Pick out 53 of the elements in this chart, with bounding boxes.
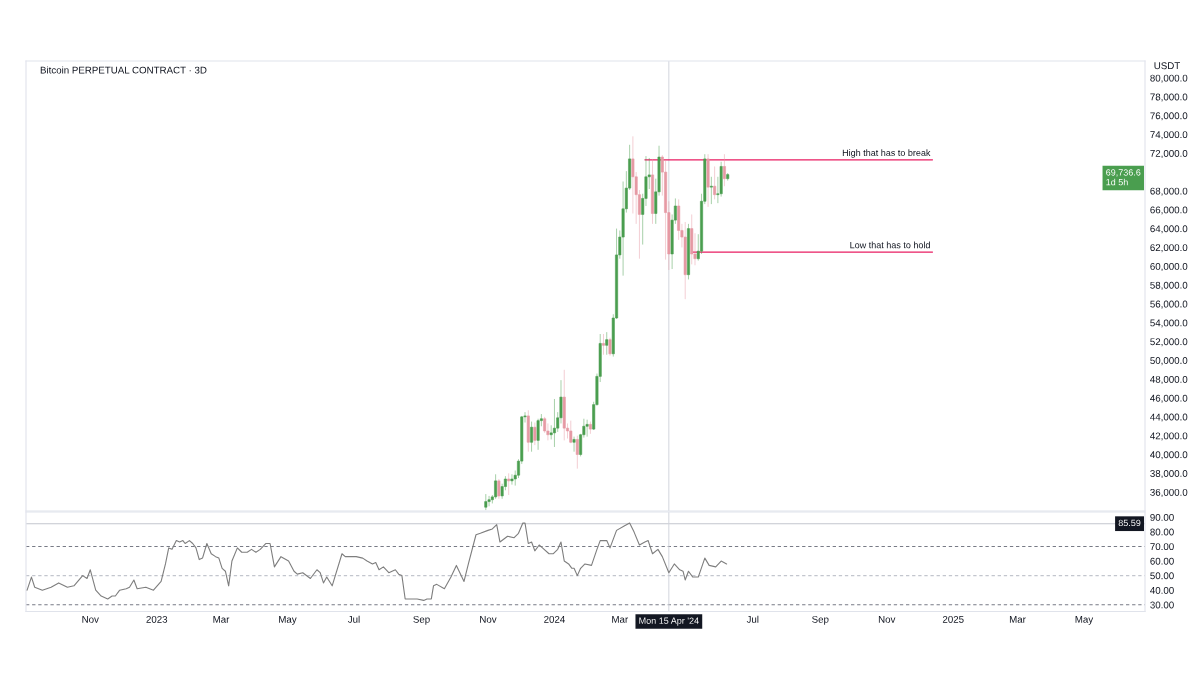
x-tick-label: Nov [82,616,99,623]
x-tick-label: Nov [480,616,497,623]
y-tick-label: 50.00 [1150,572,1174,580]
x-tick-label: Sep [413,615,430,625]
y-tick-label: 38,000.0 [1150,470,1188,479]
y-tick-label: 54,000.0 [1150,319,1188,328]
candlestick [572,436,576,453]
x-tick-label: Sep [812,615,829,625]
y-tick-label: 40,000.0 [1150,451,1188,460]
y-tick-label: 78,000.0 [1150,93,1188,102]
y-tick-label: 64,000.0 [1150,225,1188,234]
x-tick-label: Jul [746,615,759,623]
x-tick-label: Jul [347,615,360,623]
chart-title: Bitcoin PERPETUAL CONTRACT · 3D [40,66,207,74]
y-tick-label: 60,000.0 [1150,262,1188,271]
y-tick-label: 68,000.0 [1150,187,1188,196]
y-tick-label: 60.00 [1150,557,1174,565]
y-tick-label: 66,000.0 [1150,206,1188,215]
ref-line-label: Mon 15 Apr '24 [639,617,699,626]
y-tick-label: 48,000.0 [1150,375,1188,384]
x-tick-label: Mar [213,616,230,623]
y-tick-label: 42,000.0 [1150,432,1188,441]
y-tick-label: 36,000.0 [1150,488,1188,497]
y-tick-label: 70.00 [1150,543,1174,551]
y-tick-label: 62,000.0 [1150,244,1188,253]
y-tick-label: 56,000.0 [1150,300,1188,309]
y-tick-label: 76,000.0 [1150,112,1188,121]
x-tick-label: May [1075,616,1094,625]
x-tick-label: Nov [878,616,896,623]
annotation: Low that has to hold [850,241,930,249]
y-tick-label: 50,000.0 [1150,357,1188,366]
y-tick-label: 30.00 [1150,601,1174,609]
y-tick-label: 80.00 [1150,528,1174,536]
candlestick [510,473,514,486]
y-tick-label: 52,000.0 [1150,338,1188,347]
x-tick-label: Mar [1009,616,1026,623]
y-tick-label: 40.00 [1150,586,1174,594]
x-tick-label: 2023 [146,615,168,623]
x-tick-label: May [279,616,297,625]
y-tick-label: 58,000.0 [1150,281,1188,290]
annotation: 69,736.6 1d 5h [1106,169,1141,186]
y-tick-label: 72,000.0 [1150,149,1188,159]
y-tick-label: 90.00 [1150,513,1174,521]
x-tick-label: 2025 [942,615,964,623]
y-axis-title: USDT [1154,62,1181,70]
y-tick-label: 74,000.0 [1150,131,1188,140]
y-tick-label: 44,000.0 [1150,413,1188,422]
x-tick-label: Mar [612,616,629,623]
x-tick-label: 2024 [544,615,565,623]
annotation: High that has to break [842,149,931,158]
ref-line-label: 85.59 [1118,519,1141,527]
y-tick-label: 80,000.0 [1150,74,1188,83]
y-tick-label: 46,000.0 [1150,394,1188,403]
